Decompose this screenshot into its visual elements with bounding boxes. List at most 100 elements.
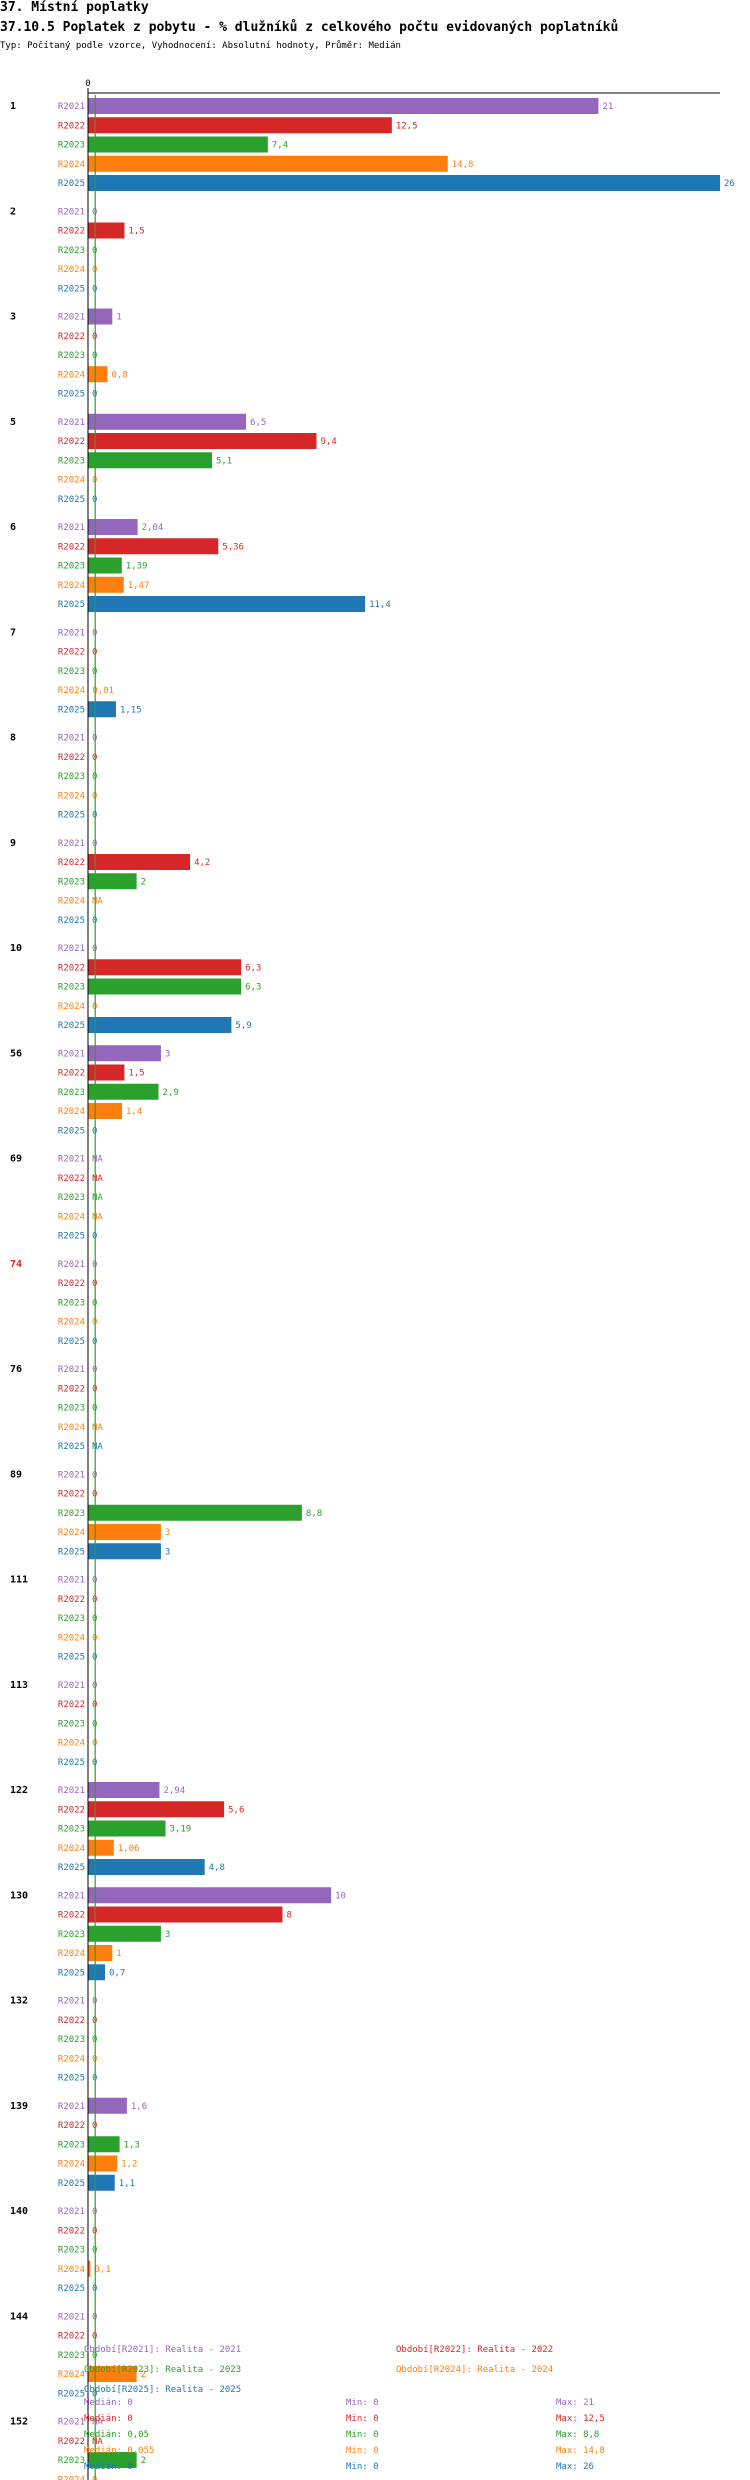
series-label-r2024: R2024 — [58, 265, 85, 275]
data-label-139-r2023: 1,3 — [124, 2140, 140, 2150]
data-label-6-r2022: 5,36 — [222, 542, 244, 552]
series-label-r2021: R2021 — [58, 2312, 85, 2322]
data-label-6-r2024: 1,47 — [128, 581, 150, 591]
data-label-130-r2023: 3 — [165, 1930, 170, 1940]
series-label-r2025: R2025 — [58, 2389, 85, 2399]
series-label-r2021: R2021 — [58, 944, 85, 954]
data-label-5-r2022: 9,4 — [320, 437, 336, 447]
stat-max-r2022: Max: 12,5 — [556, 2414, 605, 2424]
data-label-122-r2021: 2,94 — [163, 1786, 185, 1796]
series-label-r2021: R2021 — [58, 102, 85, 112]
series-label-r2025: R2025 — [58, 1968, 85, 1978]
data-label-122-r2022: 5,6 — [228, 1805, 244, 1815]
category-label-56: 56 — [10, 1048, 22, 1059]
series-label-r2023: R2023 — [58, 1193, 85, 1203]
data-label-1-r2023: 7,4 — [272, 141, 288, 151]
data-label-122-r2025: 4,8 — [209, 1863, 225, 1873]
bar-140-r2024 — [88, 2260, 91, 2277]
category-label-132: 132 — [10, 1996, 28, 2007]
series-label-r2024: R2024 — [58, 2054, 85, 2064]
bar-89-r2024 — [88, 1524, 161, 1540]
series-label-r2021: R2021 — [58, 839, 85, 849]
data-label-5-r2023: 5,1 — [216, 456, 232, 466]
series-label-r2025: R2025 — [58, 1021, 85, 1031]
series-label-r2022: R2022 — [58, 542, 85, 552]
series-label-r2024: R2024 — [58, 1212, 85, 1222]
bar-139-r2023 — [88, 2136, 120, 2153]
bar-122-r2023 — [88, 1820, 166, 1837]
bar-130-r2024 — [88, 1945, 113, 1961]
bar-122-r2025 — [88, 1859, 205, 1875]
series-label-r2024: R2024 — [58, 370, 85, 380]
data-label-139-r2025: 1,1 — [119, 2179, 135, 2189]
chart-title: 37.10.5 Poplatek z pobytu - % dlužníků z… — [0, 20, 619, 35]
series-label-r2023: R2023 — [58, 1298, 85, 1308]
series-label-r2025: R2025 — [58, 600, 85, 610]
series-label-r2025: R2025 — [58, 2074, 85, 2084]
series-label-r2023: R2023 — [58, 1719, 85, 1729]
bar-130-r2021 — [88, 1887, 332, 1904]
series-label-r2022: R2022 — [58, 1069, 85, 1079]
series-label-r2022: R2022 — [58, 648, 85, 658]
series-label-r2025: R2025 — [58, 916, 85, 926]
series-label-r2021: R2021 — [58, 1365, 85, 1375]
series-label-r2024: R2024 — [58, 581, 85, 591]
stat-max-r2024: Max: 14,8 — [556, 2446, 605, 2456]
bar-9-r2022 — [88, 854, 191, 870]
series-label-r2021: R2021 — [58, 418, 85, 428]
category-label-113: 113 — [10, 1680, 28, 1691]
data-label-139-r2024: 1,2 — [121, 2160, 137, 2170]
series-label-r2025: R2025 — [58, 1337, 85, 1347]
bar-2-r2022 — [88, 222, 125, 239]
series-label-r2021: R2021 — [58, 1681, 85, 1691]
data-label-130-r2021: 10 — [335, 1891, 346, 1901]
category-label-76: 76 — [10, 1364, 22, 1375]
series-label-r2022: R2022 — [58, 1805, 85, 1815]
bar-9-r2023 — [88, 873, 137, 890]
stat-max-r2023: Max: 8,8 — [556, 2430, 600, 2440]
bar-5-r2021 — [88, 413, 246, 430]
series-label-r2022: R2022 — [58, 1490, 85, 1500]
bar-6-r2023 — [88, 557, 122, 574]
category-label-69: 69 — [10, 1154, 22, 1165]
series-label-r2021: R2021 — [58, 207, 85, 217]
series-label-r2022: R2022 — [58, 437, 85, 447]
series-label-r2023: R2023 — [58, 772, 85, 782]
series-label-r2023: R2023 — [58, 877, 85, 887]
data-label-56-r2022: 1,5 — [128, 1069, 144, 1079]
series-label-r2025: R2025 — [58, 1442, 85, 1452]
series-label-r2023: R2023 — [58, 1509, 85, 1519]
bar-89-r2023 — [88, 1504, 302, 1521]
x-axis-tick-label: 0 — [85, 79, 90, 89]
data-label-9-r2022: 4,2 — [194, 858, 210, 868]
series-label-r2023: R2023 — [58, 2351, 85, 2361]
bar-5-r2023 — [88, 452, 212, 469]
series-label-r2023: R2023 — [58, 1825, 85, 1835]
series-label-r2023: R2023 — [58, 562, 85, 572]
bar-5-r2022 — [88, 433, 317, 449]
data-label-130-r2024: 1 — [116, 1949, 121, 1959]
data-label-56-r2024: 1,4 — [126, 1107, 142, 1117]
category-label-74: 74 — [10, 1259, 22, 1270]
series-label-r2021: R2021 — [58, 1786, 85, 1796]
bar-56-r2022 — [88, 1064, 125, 1081]
bar-130-r2023 — [88, 1925, 161, 1942]
category-label-3: 3 — [10, 312, 16, 323]
bar-56-r2023 — [88, 1083, 159, 1100]
series-label-r2022: R2022 — [58, 2437, 85, 2447]
bar-122-r2021 — [88, 1782, 160, 1798]
data-label-10-r2022: 6,3 — [245, 963, 261, 973]
series-label-r2021: R2021 — [58, 1470, 85, 1480]
stat-median-r2023: Medián: 0,05 — [84, 2430, 150, 2440]
bar-56-r2021 — [88, 1045, 161, 1062]
series-label-r2021: R2021 — [58, 1260, 85, 1270]
legend-item-r2022: Období[R2022]: Realita - 2022 — [396, 2345, 554, 2355]
bar-3-r2024 — [88, 366, 108, 383]
category-label-122: 122 — [10, 1785, 28, 1796]
data-label-7-r2025: 1,15 — [120, 705, 142, 715]
data-label-152-r2021: NA — [92, 2418, 103, 2428]
bar-89-r2025 — [88, 1543, 161, 1560]
series-label-r2022: R2022 — [58, 2332, 85, 2342]
bar-1-r2025 — [88, 175, 720, 191]
bar-139-r2024 — [88, 2155, 118, 2172]
